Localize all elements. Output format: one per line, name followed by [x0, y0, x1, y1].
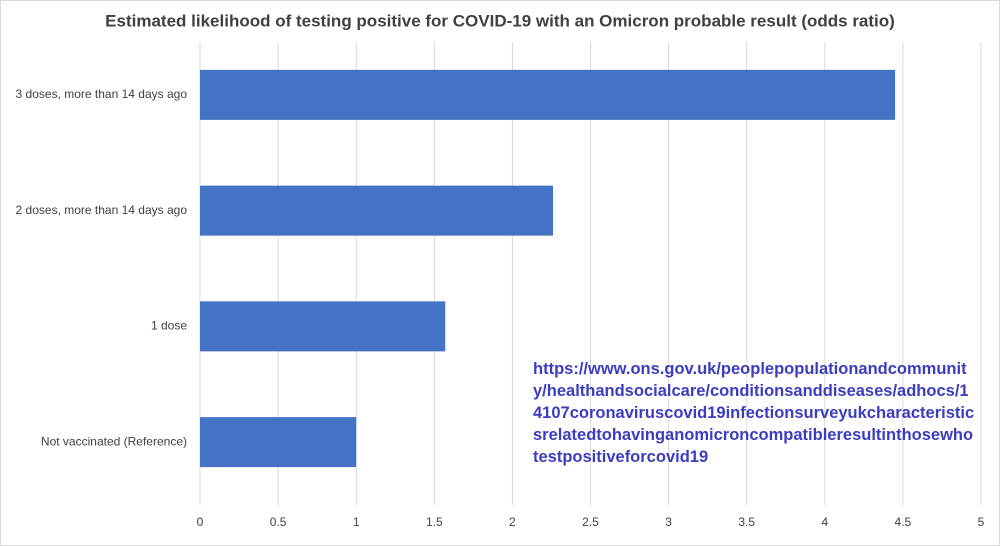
- x-tick-label: 3.5: [738, 515, 755, 529]
- x-tick-label: 5: [978, 515, 985, 529]
- chart-title: Estimated likelihood of testing positive…: [105, 11, 895, 30]
- x-tick-label: 4: [821, 515, 828, 529]
- x-tick-label: 0: [197, 515, 204, 529]
- x-tick-label: 2: [509, 515, 516, 529]
- bar: [200, 301, 446, 352]
- x-tick-label: 0.5: [270, 515, 287, 529]
- y-tick-label: 1 dose: [151, 319, 187, 333]
- bar: [200, 185, 554, 236]
- x-tick-label: 1.5: [426, 515, 443, 529]
- bar: [200, 69, 896, 120]
- x-tick-label: 4.5: [895, 515, 912, 529]
- x-tick-label: 3: [665, 515, 672, 529]
- source-annotation: https://www.ons.gov.uk/peoplepopulationa…: [533, 360, 975, 466]
- bar: [200, 417, 357, 468]
- x-tick-label: 2.5: [582, 515, 599, 529]
- y-tick-label: 2 doses, more than 14 days ago: [16, 203, 188, 217]
- y-tick-label: 3 doses, more than 14 days ago: [16, 87, 188, 101]
- x-tick-label: 1: [353, 515, 360, 529]
- y-tick-label: Not vaccinated (Reference): [41, 434, 187, 448]
